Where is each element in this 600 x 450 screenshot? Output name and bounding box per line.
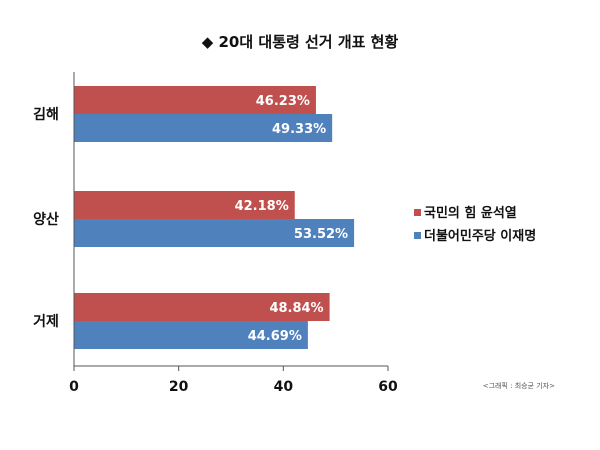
category-label: 거제 bbox=[33, 314, 59, 330]
x-tick-label: 40 bbox=[274, 379, 294, 395]
bar-김해-series-2 bbox=[74, 114, 333, 142]
legend-label: 국민의 힘 윤석열 bbox=[424, 205, 517, 221]
bar-김해-series-1 bbox=[74, 86, 316, 114]
bar-거제-series-2 bbox=[74, 321, 308, 349]
credit-text: <그래픽 : 최승균 기자> bbox=[483, 381, 555, 390]
legend-label: 더불어민주당 이재명 bbox=[424, 228, 536, 244]
x-tick-label: 60 bbox=[378, 379, 398, 395]
data-label: 53.52% bbox=[294, 227, 348, 242]
data-label: 48.84% bbox=[269, 301, 323, 316]
legend-swatch bbox=[414, 232, 421, 239]
data-label: 44.69% bbox=[248, 329, 302, 344]
category-label: 김해 bbox=[33, 106, 59, 123]
x-tick-label: 0 bbox=[69, 379, 79, 395]
data-label: 46.23% bbox=[256, 94, 310, 109]
bar-양산-series-1 bbox=[74, 191, 295, 219]
legend-swatch bbox=[414, 209, 421, 216]
data-labels-layer: 46.23% 49.33% 42.18% 53.52% 48.84% 44.69% bbox=[235, 94, 349, 344]
data-label: 49.33% bbox=[272, 122, 326, 137]
x-axis-ticks: 0 20 40 60 bbox=[69, 366, 398, 395]
data-label: 42.18% bbox=[235, 199, 289, 214]
x-tick-label: 20 bbox=[169, 379, 189, 395]
chart-title: ◆ 20대 대통령 선거 개표 현황 bbox=[202, 33, 399, 51]
bar-양산-series-2 bbox=[74, 219, 355, 247]
bar-거제-series-1 bbox=[74, 293, 330, 321]
category-label: 양산 bbox=[33, 211, 59, 228]
bars-layer bbox=[74, 86, 355, 349]
